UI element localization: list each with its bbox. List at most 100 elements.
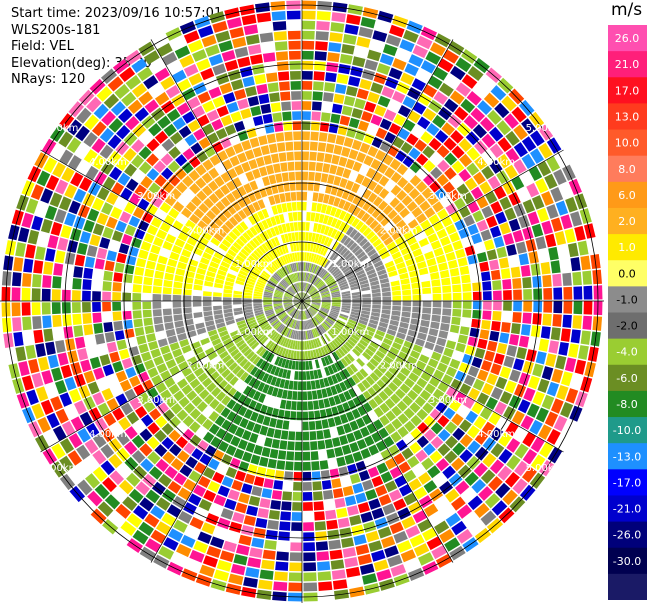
ppi-gate <box>278 213 285 224</box>
ppi-gate <box>182 175 194 188</box>
ppi-gate <box>100 444 115 459</box>
ppi-gate <box>373 406 384 418</box>
colorbar-swatch <box>608 338 647 366</box>
ppi-gate <box>304 351 309 360</box>
ppi-gate <box>513 124 528 141</box>
ppi-gate <box>305 310 310 319</box>
ppi-gate <box>188 156 201 169</box>
ppi-gate <box>370 280 380 286</box>
ppi-gate <box>138 392 151 405</box>
ppi-gate <box>329 427 339 438</box>
colorbar-swatch <box>608 312 647 340</box>
ppi-gate <box>237 98 249 110</box>
ppi-gate <box>382 43 398 57</box>
ppi-gate <box>246 351 255 360</box>
ppi-gate <box>220 224 231 234</box>
ppi-gate <box>260 257 269 266</box>
ppi-gate <box>205 210 217 221</box>
ppi-gate <box>273 480 284 490</box>
ppi-gate <box>311 294 320 298</box>
ppi-gate <box>361 310 371 315</box>
ppi-gate <box>351 139 362 151</box>
ppi-gate <box>308 286 315 294</box>
ppi-gate <box>218 330 229 338</box>
ppi-gate <box>504 164 518 180</box>
ppi-gate <box>124 163 138 177</box>
ppi-gate <box>314 172 322 182</box>
ppi-gate <box>202 123 215 136</box>
ppi-gate <box>338 199 346 209</box>
ppi-gate <box>459 449 473 463</box>
ppi-gate <box>246 316 256 323</box>
ppi-gate <box>232 402 242 414</box>
ppi-gate <box>258 319 268 326</box>
ppi-gate <box>21 212 34 229</box>
ppi-gate <box>102 477 117 493</box>
ppi-gate <box>314 521 327 531</box>
ppi-gate <box>409 242 420 252</box>
ppi-gate <box>532 363 544 378</box>
ppi-gate <box>137 220 150 232</box>
ppi-gate <box>114 197 128 210</box>
ppi-gate <box>323 225 330 236</box>
ppi-gate <box>302 294 309 301</box>
ppi-gate <box>369 219 379 230</box>
nrays-label: NRays: 120 <box>11 72 86 87</box>
ppi-gate <box>271 354 278 364</box>
ppi-gate <box>179 338 190 348</box>
ppi-gate <box>57 237 69 251</box>
ppi-gate <box>323 429 331 439</box>
ppi-gate <box>398 461 411 474</box>
ppi-gate <box>302 301 311 304</box>
ppi-gate <box>194 383 205 395</box>
ppi-gate <box>279 325 286 334</box>
ppi-gate <box>330 22 345 33</box>
ppi-gate <box>417 552 434 566</box>
ppi-gate <box>92 291 101 301</box>
ppi-gate <box>270 500 281 510</box>
ppi-gate <box>53 327 64 341</box>
ppi-gate <box>281 203 288 213</box>
ppi-gate <box>92 392 105 406</box>
ppi-gate <box>264 268 272 276</box>
ppi-gate <box>141 115 156 129</box>
ppi-gate <box>455 248 466 259</box>
ppi-gate <box>75 143 90 159</box>
ppi-gate <box>352 161 363 172</box>
ppi-gate <box>382 255 393 264</box>
ppi-gate <box>336 319 346 326</box>
ppi-gate <box>573 286 583 300</box>
ppi-gate <box>380 282 390 288</box>
ppi-gate <box>495 211 507 225</box>
ppi-gate <box>563 301 573 314</box>
ppi-gate <box>349 350 358 360</box>
ppi-gate <box>222 354 232 364</box>
ppi-gate <box>235 224 245 234</box>
ppi-gate <box>384 370 395 381</box>
ppi-gate <box>231 189 242 200</box>
ppi-gate <box>326 448 336 459</box>
ppi-gate <box>359 164 370 176</box>
ppi-gate <box>359 339 369 348</box>
ppi-gate <box>316 255 322 265</box>
ppi-gate <box>154 270 164 279</box>
ppi-gate <box>290 274 295 283</box>
ppi-gate <box>302 361 306 370</box>
ppi-gate <box>197 25 214 38</box>
ppi-gate <box>436 174 449 187</box>
ppi-gate <box>384 398 396 409</box>
ppi-gate <box>262 230 270 240</box>
ppi-gate <box>322 298 331 300</box>
ppi-gate <box>119 66 136 82</box>
ppi-gate <box>273 581 288 592</box>
ppi-gate <box>371 337 382 346</box>
ppi-gate <box>284 327 290 337</box>
ppi-gate <box>310 318 316 328</box>
ppi-gate <box>343 379 352 390</box>
ppi-gate <box>83 132 98 148</box>
ppi-gate <box>41 302 51 315</box>
ppi-gate <box>362 297 371 301</box>
ppi-gate <box>229 329 240 337</box>
ppi-gate <box>308 287 316 294</box>
ppi-gate <box>302 411 309 421</box>
